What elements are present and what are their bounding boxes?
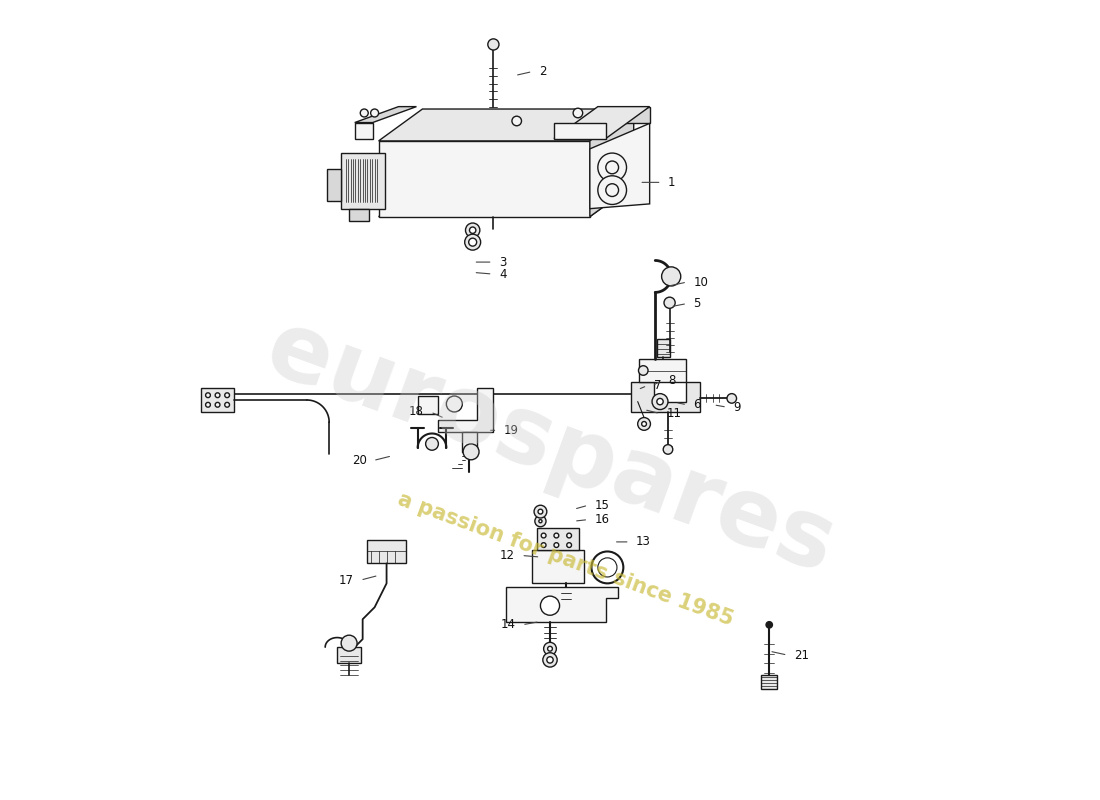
Circle shape xyxy=(216,402,220,407)
Text: 12: 12 xyxy=(499,549,515,562)
Circle shape xyxy=(447,396,462,412)
Circle shape xyxy=(566,542,572,547)
Circle shape xyxy=(641,422,647,426)
Text: 16: 16 xyxy=(595,513,609,526)
Circle shape xyxy=(573,108,583,118)
Text: a passion for parts since 1985: a passion for parts since 1985 xyxy=(395,490,737,630)
Circle shape xyxy=(341,635,358,651)
Circle shape xyxy=(512,116,521,126)
Circle shape xyxy=(592,551,624,583)
Text: eurospares: eurospares xyxy=(254,302,846,594)
Circle shape xyxy=(535,515,546,526)
Circle shape xyxy=(597,558,617,577)
Text: 13: 13 xyxy=(636,535,651,549)
Polygon shape xyxy=(378,185,634,217)
Polygon shape xyxy=(201,388,234,412)
Circle shape xyxy=(638,366,648,375)
Bar xyxy=(761,675,778,689)
Circle shape xyxy=(547,657,553,663)
Circle shape xyxy=(566,533,572,538)
Text: 4: 4 xyxy=(499,267,506,281)
Polygon shape xyxy=(349,209,368,221)
Text: 18: 18 xyxy=(409,406,424,418)
Polygon shape xyxy=(354,106,417,122)
Text: 17: 17 xyxy=(339,574,354,586)
Polygon shape xyxy=(590,123,650,209)
Text: 6: 6 xyxy=(693,398,701,411)
Circle shape xyxy=(638,418,650,430)
Text: 15: 15 xyxy=(595,498,609,512)
Circle shape xyxy=(206,393,210,398)
Circle shape xyxy=(216,393,220,398)
Circle shape xyxy=(538,510,542,514)
Polygon shape xyxy=(354,122,373,138)
Circle shape xyxy=(663,445,673,454)
Circle shape xyxy=(727,394,737,403)
Circle shape xyxy=(541,542,546,547)
Circle shape xyxy=(664,297,675,308)
Circle shape xyxy=(463,444,478,460)
Text: 8: 8 xyxy=(668,374,675,387)
Polygon shape xyxy=(631,382,700,412)
Circle shape xyxy=(371,109,378,117)
Polygon shape xyxy=(418,396,439,414)
Polygon shape xyxy=(590,109,634,217)
Circle shape xyxy=(224,402,230,407)
Polygon shape xyxy=(337,647,361,663)
Polygon shape xyxy=(327,169,341,201)
Circle shape xyxy=(539,519,542,522)
Polygon shape xyxy=(378,109,634,141)
Circle shape xyxy=(548,646,552,651)
Polygon shape xyxy=(506,587,618,622)
Circle shape xyxy=(606,184,618,197)
Circle shape xyxy=(542,653,558,667)
Circle shape xyxy=(465,223,480,238)
Polygon shape xyxy=(554,106,650,138)
Circle shape xyxy=(554,542,559,547)
Circle shape xyxy=(224,393,230,398)
Circle shape xyxy=(540,596,560,615)
Text: 2: 2 xyxy=(539,65,547,78)
Polygon shape xyxy=(597,106,650,122)
Bar xyxy=(657,339,670,357)
Circle shape xyxy=(426,438,439,450)
Circle shape xyxy=(606,161,618,174)
Polygon shape xyxy=(532,550,584,583)
Polygon shape xyxy=(378,141,590,217)
Text: 10: 10 xyxy=(693,275,708,289)
Polygon shape xyxy=(341,153,385,209)
Polygon shape xyxy=(537,527,579,550)
Polygon shape xyxy=(462,432,476,452)
Polygon shape xyxy=(439,388,493,432)
Text: 5: 5 xyxy=(693,297,701,310)
Text: 21: 21 xyxy=(794,649,808,662)
Text: 7: 7 xyxy=(653,379,661,392)
Circle shape xyxy=(469,238,476,246)
Circle shape xyxy=(554,533,559,538)
Circle shape xyxy=(597,176,627,205)
Circle shape xyxy=(652,394,668,410)
Circle shape xyxy=(206,402,210,407)
Polygon shape xyxy=(554,122,606,138)
Text: 1: 1 xyxy=(668,176,675,189)
Circle shape xyxy=(487,39,499,50)
Text: 19: 19 xyxy=(504,424,519,437)
Circle shape xyxy=(541,533,546,538)
Text: 9: 9 xyxy=(734,401,741,414)
Circle shape xyxy=(657,398,663,405)
Circle shape xyxy=(361,109,368,117)
Circle shape xyxy=(464,234,481,250)
Circle shape xyxy=(470,227,476,234)
Polygon shape xyxy=(639,358,685,382)
Polygon shape xyxy=(367,539,406,563)
Text: 14: 14 xyxy=(500,618,516,631)
Circle shape xyxy=(597,153,627,182)
Circle shape xyxy=(535,506,547,518)
Circle shape xyxy=(661,267,681,286)
Text: 3: 3 xyxy=(499,255,506,269)
Circle shape xyxy=(543,642,557,655)
Circle shape xyxy=(766,622,772,628)
Text: 20: 20 xyxy=(352,454,366,467)
Text: 11: 11 xyxy=(667,407,681,420)
